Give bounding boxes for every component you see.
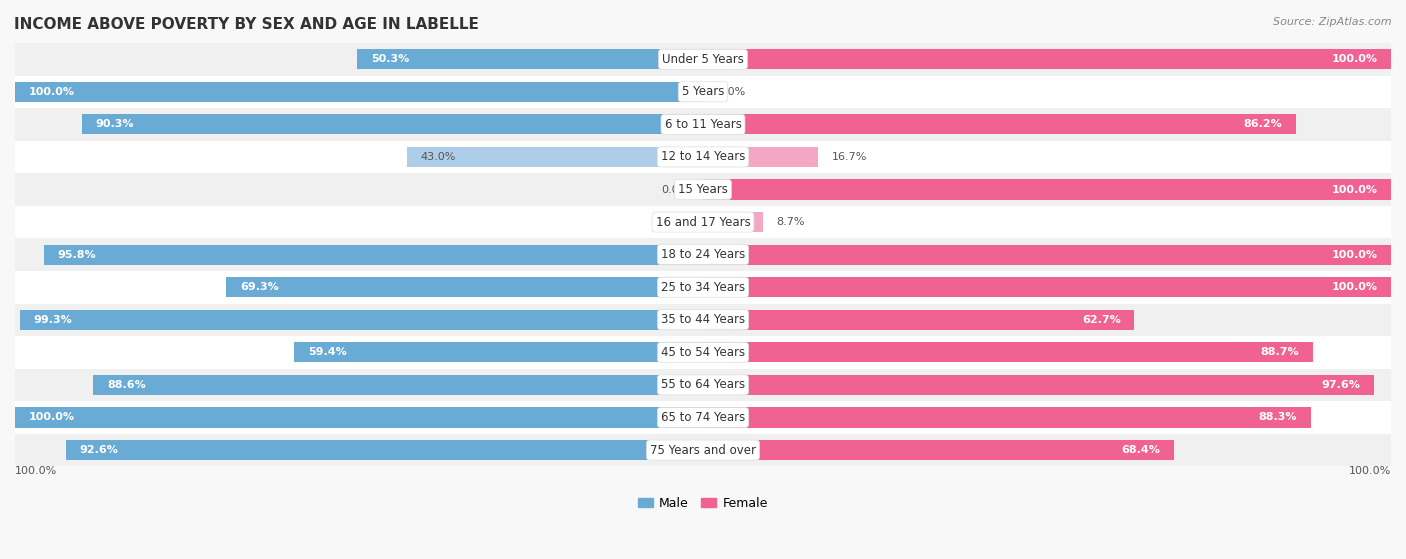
Text: 16 and 17 Years: 16 and 17 Years <box>655 216 751 229</box>
Legend: Male, Female: Male, Female <box>633 492 773 515</box>
Text: 15 Years: 15 Years <box>678 183 728 196</box>
Text: 100.0%: 100.0% <box>1331 250 1378 259</box>
Text: Under 5 Years: Under 5 Years <box>662 53 744 66</box>
Text: Source: ZipAtlas.com: Source: ZipAtlas.com <box>1274 17 1392 27</box>
Text: 16.7%: 16.7% <box>832 152 868 162</box>
Text: 86.2%: 86.2% <box>1243 120 1282 129</box>
Text: 18 to 24 Years: 18 to 24 Years <box>661 248 745 261</box>
Bar <box>15 108 1391 141</box>
Text: 88.7%: 88.7% <box>1261 347 1299 357</box>
Text: 65 to 74 Years: 65 to 74 Years <box>661 411 745 424</box>
Bar <box>93 375 703 395</box>
Text: 0.0%: 0.0% <box>661 184 689 195</box>
Text: 100.0%: 100.0% <box>1331 184 1378 195</box>
Bar <box>15 43 1391 75</box>
Text: INCOME ABOVE POVERTY BY SEX AND AGE IN LABELLE: INCOME ABOVE POVERTY BY SEX AND AGE IN L… <box>14 17 479 32</box>
Bar <box>703 408 1310 428</box>
Text: 68.4%: 68.4% <box>1121 445 1160 455</box>
Bar <box>15 238 1391 271</box>
Bar <box>15 408 703 428</box>
Text: 55 to 64 Years: 55 to 64 Years <box>661 378 745 391</box>
Bar <box>703 179 1391 200</box>
Text: 69.3%: 69.3% <box>240 282 278 292</box>
Bar <box>408 147 703 167</box>
Bar <box>703 114 1296 135</box>
Text: 92.6%: 92.6% <box>80 445 118 455</box>
Text: 35 to 44 Years: 35 to 44 Years <box>661 313 745 326</box>
Text: 100.0%: 100.0% <box>28 87 75 97</box>
Bar <box>44 244 703 265</box>
Text: 43.0%: 43.0% <box>420 152 457 162</box>
Bar <box>15 75 1391 108</box>
Bar <box>703 342 1313 362</box>
Bar <box>703 277 1391 297</box>
Text: 97.6%: 97.6% <box>1322 380 1361 390</box>
Text: 88.3%: 88.3% <box>1258 413 1296 423</box>
Bar <box>15 173 1391 206</box>
Text: 50.3%: 50.3% <box>371 54 409 64</box>
Bar <box>703 212 763 232</box>
Text: 100.0%: 100.0% <box>1331 282 1378 292</box>
Bar <box>15 82 703 102</box>
Text: 25 to 34 Years: 25 to 34 Years <box>661 281 745 293</box>
Text: 45 to 54 Years: 45 to 54 Years <box>661 346 745 359</box>
Text: 0.0%: 0.0% <box>661 217 689 227</box>
Text: 100.0%: 100.0% <box>28 413 75 423</box>
Bar <box>703 375 1375 395</box>
Text: 100.0%: 100.0% <box>15 466 58 476</box>
Bar <box>703 440 1174 460</box>
Bar <box>66 440 703 460</box>
Bar <box>15 271 1391 304</box>
Text: 8.7%: 8.7% <box>776 217 806 227</box>
Bar <box>703 310 1135 330</box>
Bar <box>15 336 1391 368</box>
Text: 75 Years and over: 75 Years and over <box>650 443 756 457</box>
Bar <box>357 49 703 69</box>
Bar <box>15 141 1391 173</box>
Text: 99.3%: 99.3% <box>34 315 72 325</box>
Text: 12 to 14 Years: 12 to 14 Years <box>661 150 745 163</box>
Text: 59.4%: 59.4% <box>308 347 347 357</box>
Bar <box>15 434 1391 466</box>
Bar <box>226 277 703 297</box>
Bar <box>703 49 1391 69</box>
Text: 62.7%: 62.7% <box>1081 315 1121 325</box>
Text: 100.0%: 100.0% <box>1331 54 1378 64</box>
Bar <box>15 206 1391 238</box>
Text: 6 to 11 Years: 6 to 11 Years <box>665 118 741 131</box>
Bar <box>703 244 1391 265</box>
Text: 0.0%: 0.0% <box>717 87 745 97</box>
Text: 88.6%: 88.6% <box>107 380 146 390</box>
Text: 100.0%: 100.0% <box>1348 466 1391 476</box>
Bar <box>703 147 818 167</box>
Bar <box>15 304 1391 336</box>
Bar <box>82 114 703 135</box>
Text: 5 Years: 5 Years <box>682 86 724 98</box>
Bar <box>294 342 703 362</box>
Bar <box>20 310 703 330</box>
Bar <box>15 401 1391 434</box>
Text: 95.8%: 95.8% <box>58 250 96 259</box>
Bar <box>15 368 1391 401</box>
Text: 90.3%: 90.3% <box>96 120 134 129</box>
